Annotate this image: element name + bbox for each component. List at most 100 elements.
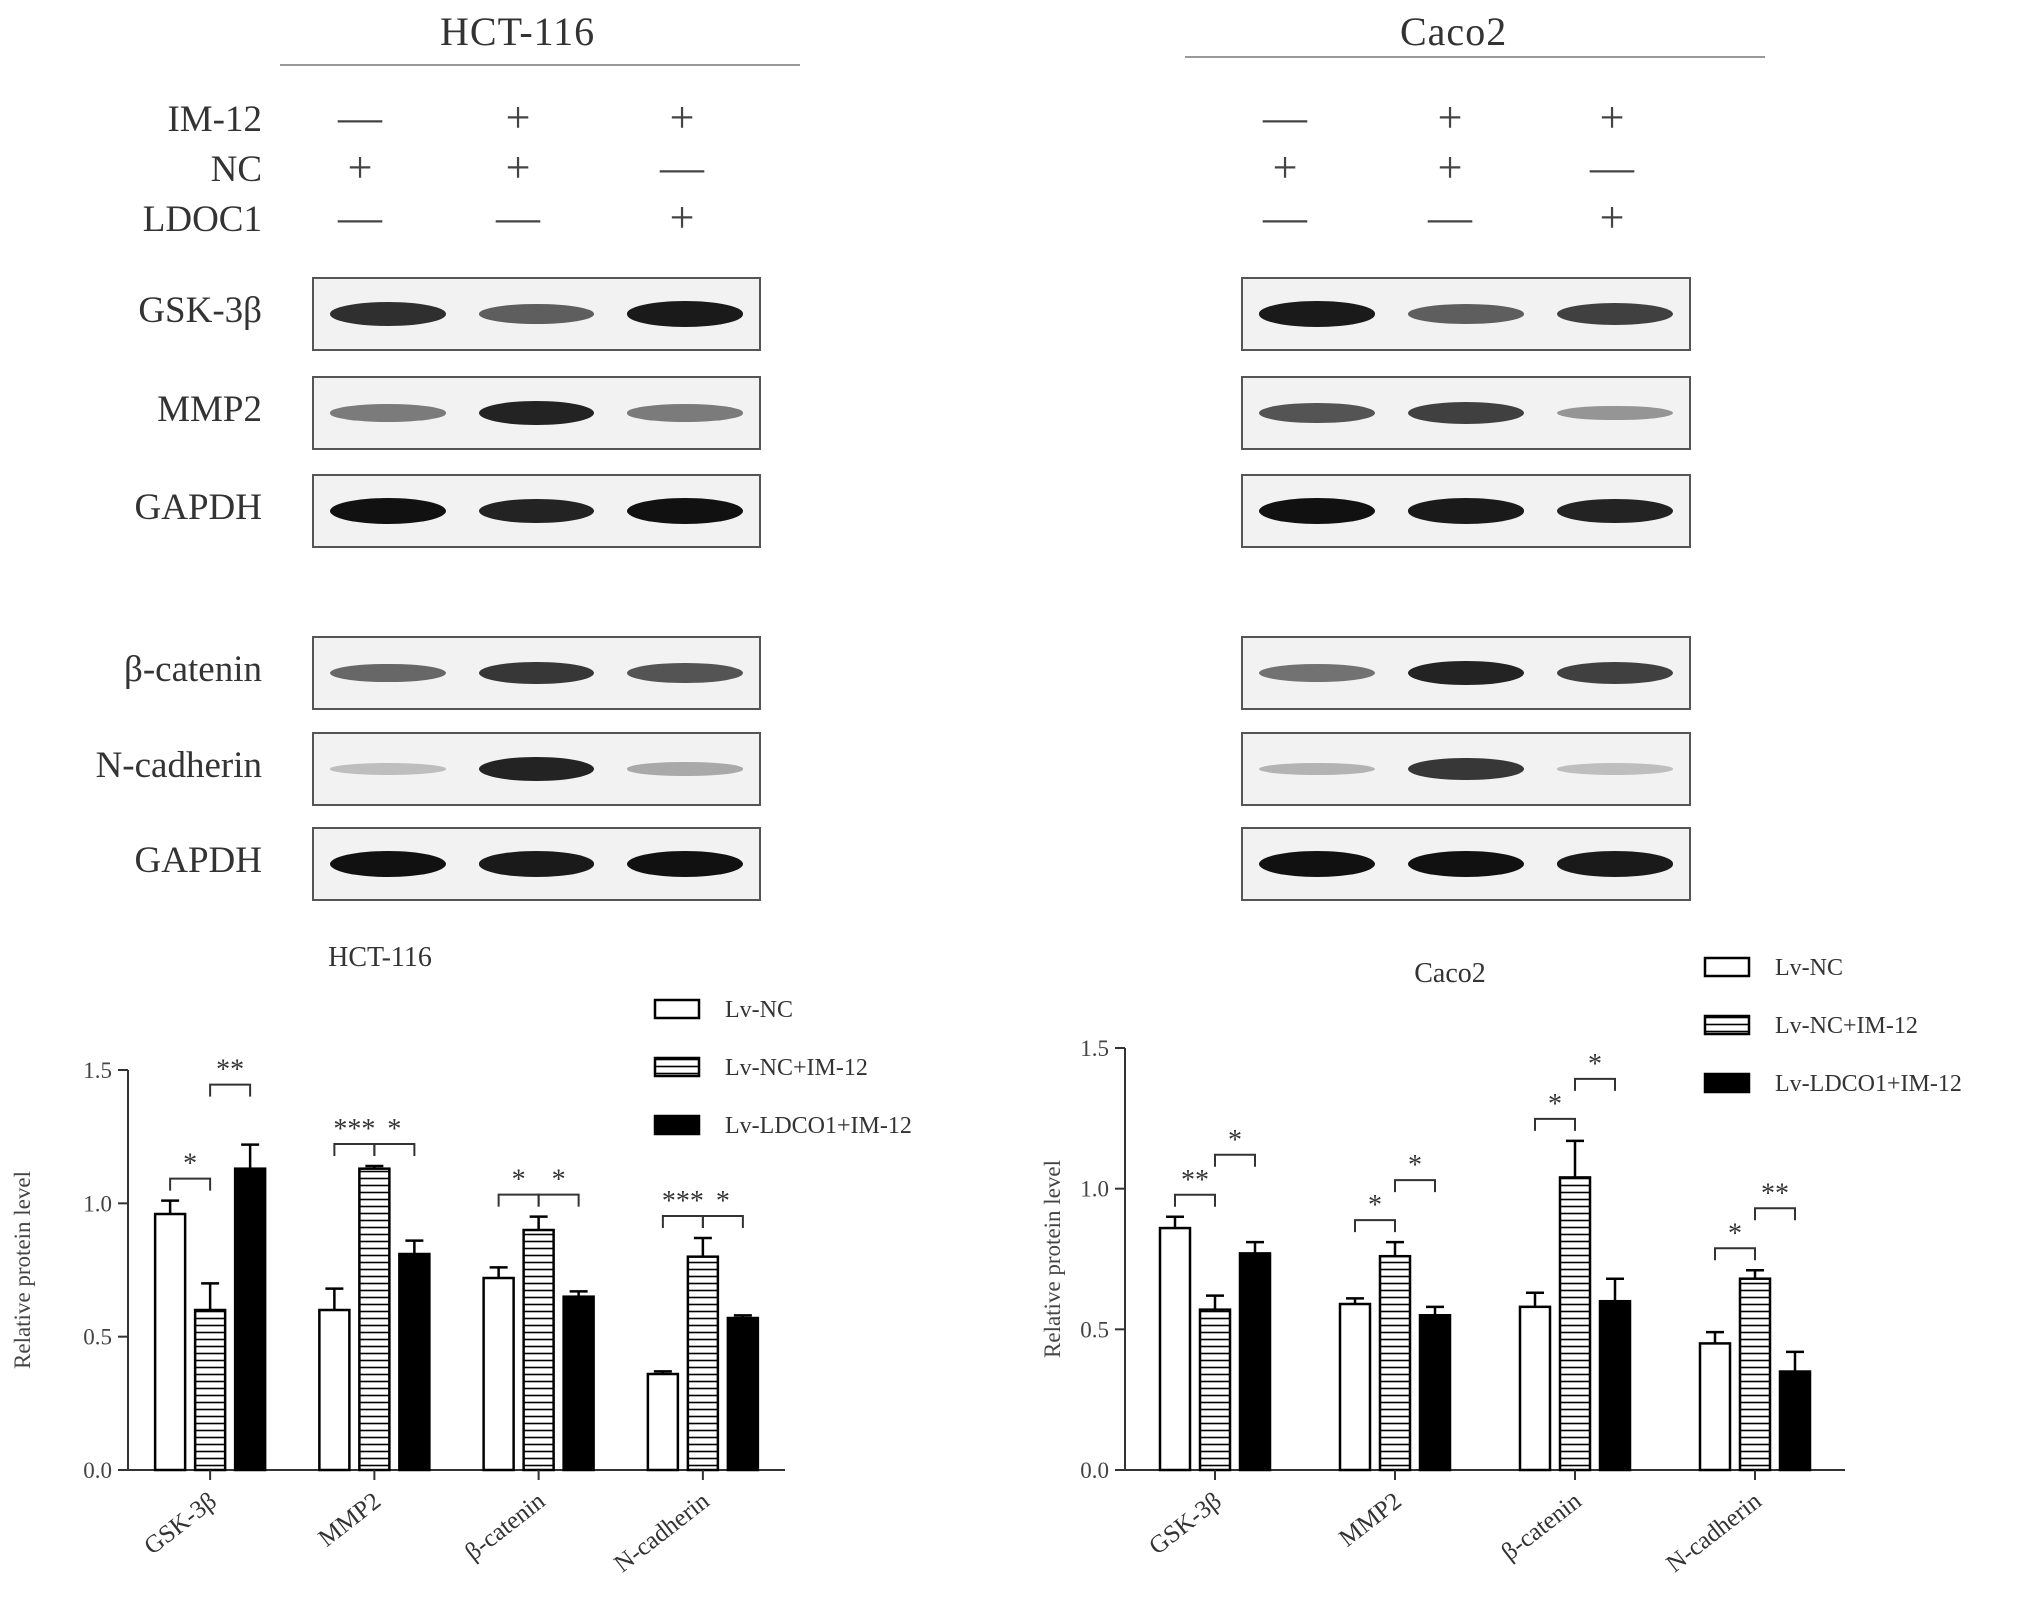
blot-strip	[312, 474, 761, 548]
significance-bracket	[661, 1215, 704, 1228]
blot-band	[1259, 301, 1376, 327]
bar	[1238, 1252, 1272, 1472]
blot-band	[1259, 762, 1376, 776]
y-tick-label: 1.0	[83, 1191, 112, 1216]
significance-bracket	[1394, 1179, 1436, 1193]
blot-strip	[1241, 827, 1691, 901]
blot-panel-caco2: Caco2 — + + + + — — — +	[1015, 0, 2031, 930]
legend-label: Lv-NC+IM-12	[1775, 1013, 1918, 1039]
significance-marker: *	[1368, 1190, 1382, 1221]
y-tick-label: 0.0	[1080, 1458, 1109, 1483]
condition-sign: +	[1437, 143, 1463, 192]
bar	[1418, 1314, 1452, 1472]
significance-marker: *	[1588, 1049, 1602, 1080]
blot-band	[330, 498, 446, 524]
bar-chart-hct116: HCT-116 0.0 0.5 1.0 1.5 Relative protein leve…	[10, 942, 912, 1578]
blot-title: Caco2	[1400, 9, 1508, 54]
blot-strip	[312, 376, 761, 450]
blot-band	[1259, 851, 1376, 877]
blot-band	[1556, 662, 1673, 684]
condition-sign: —	[1590, 143, 1634, 192]
blot-band	[478, 304, 595, 324]
blot-band	[478, 400, 595, 426]
condition-sign: —	[660, 143, 704, 192]
blot-row-label: N-cadherin	[95, 745, 262, 786]
blot-band	[330, 302, 446, 326]
blot-band	[1259, 498, 1376, 524]
condition-sign: —	[338, 193, 382, 242]
blot-band	[330, 404, 446, 422]
blot-band	[1408, 757, 1524, 781]
blot-row-label: GSK-3β	[138, 290, 262, 331]
condition-sign: +	[1599, 93, 1625, 142]
blot-row-label: MMP2	[157, 389, 262, 430]
legend-label: Lv-LDCO1+IM-12	[725, 1113, 912, 1139]
y-tick-label: 1.5	[83, 1058, 112, 1083]
bar	[522, 1228, 555, 1472]
bar	[1518, 1305, 1552, 1472]
blot-band	[1556, 405, 1673, 421]
condition-label: IM-12	[167, 99, 262, 140]
blot-strip	[312, 636, 761, 710]
bar	[1778, 1370, 1812, 1472]
y-tick-label: 0.5	[83, 1325, 112, 1350]
significance-bracket	[1214, 1153, 1256, 1167]
legend-swatch	[653, 1114, 701, 1136]
condition-sign: —	[338, 93, 382, 142]
condition-sign: —	[1263, 93, 1307, 142]
chart-title: HCT-116	[328, 942, 432, 973]
x-tick-label: N-cadherin	[609, 1487, 715, 1578]
condition-sign: +	[1437, 93, 1463, 142]
significance-bracket	[209, 1083, 252, 1097]
condition-sign: +	[1599, 193, 1625, 242]
bar	[398, 1252, 431, 1472]
bar	[1338, 1302, 1372, 1472]
significance-marker: *	[1548, 1089, 1562, 1120]
bar	[233, 1167, 267, 1472]
significance-marker: **	[1181, 1165, 1209, 1196]
bar	[1158, 1226, 1192, 1472]
condition-sign: +	[1272, 143, 1298, 192]
bar	[1738, 1277, 1772, 1472]
blot-band	[1556, 851, 1673, 877]
y-axis-label: Relative protein level	[1040, 1160, 1065, 1358]
legend-swatch	[653, 998, 701, 1020]
x-tick-label: β-catenin	[460, 1487, 550, 1566]
blot-band	[1408, 402, 1524, 424]
significance-marker: **	[216, 1055, 244, 1086]
chart-title: Caco2	[1414, 958, 1486, 989]
blot-band	[330, 663, 446, 683]
legend-swatch	[1703, 1014, 1751, 1036]
significance-bracket	[333, 1143, 376, 1156]
blot-band	[478, 498, 595, 524]
blot-band	[1259, 402, 1376, 424]
bar	[193, 1308, 227, 1472]
significance-marker: ***	[333, 1114, 375, 1145]
condition-sign: +	[669, 193, 695, 242]
title-rule	[1185, 56, 1765, 58]
bar	[646, 1372, 680, 1472]
bar	[1378, 1254, 1412, 1472]
significance-marker: *	[387, 1114, 401, 1145]
y-tick-label: 0.0	[83, 1458, 112, 1483]
x-tick-label: β-catenin	[1497, 1487, 1587, 1566]
blot-band	[626, 498, 743, 524]
blot-band	[626, 301, 743, 327]
x-tick-label: MMP2	[314, 1487, 386, 1552]
blot-row-label: GAPDH	[134, 487, 262, 528]
blot-band	[1556, 498, 1673, 524]
bar	[1698, 1342, 1732, 1472]
condition-sign: +	[669, 93, 695, 142]
blot-strip	[1241, 277, 1691, 351]
blot-band	[626, 662, 743, 684]
legend-label: Lv-NC	[725, 997, 793, 1023]
significance-bracket	[701, 1215, 744, 1228]
condition-sign: +	[505, 93, 531, 142]
significance-bracket	[537, 1193, 580, 1207]
blot-row-label: β-catenin	[124, 649, 262, 690]
significance-marker: *	[552, 1165, 566, 1196]
blot-band	[330, 763, 446, 775]
blot-strip	[312, 732, 761, 806]
bar	[1198, 1308, 1232, 1472]
significance-marker: **	[1761, 1178, 1789, 1209]
